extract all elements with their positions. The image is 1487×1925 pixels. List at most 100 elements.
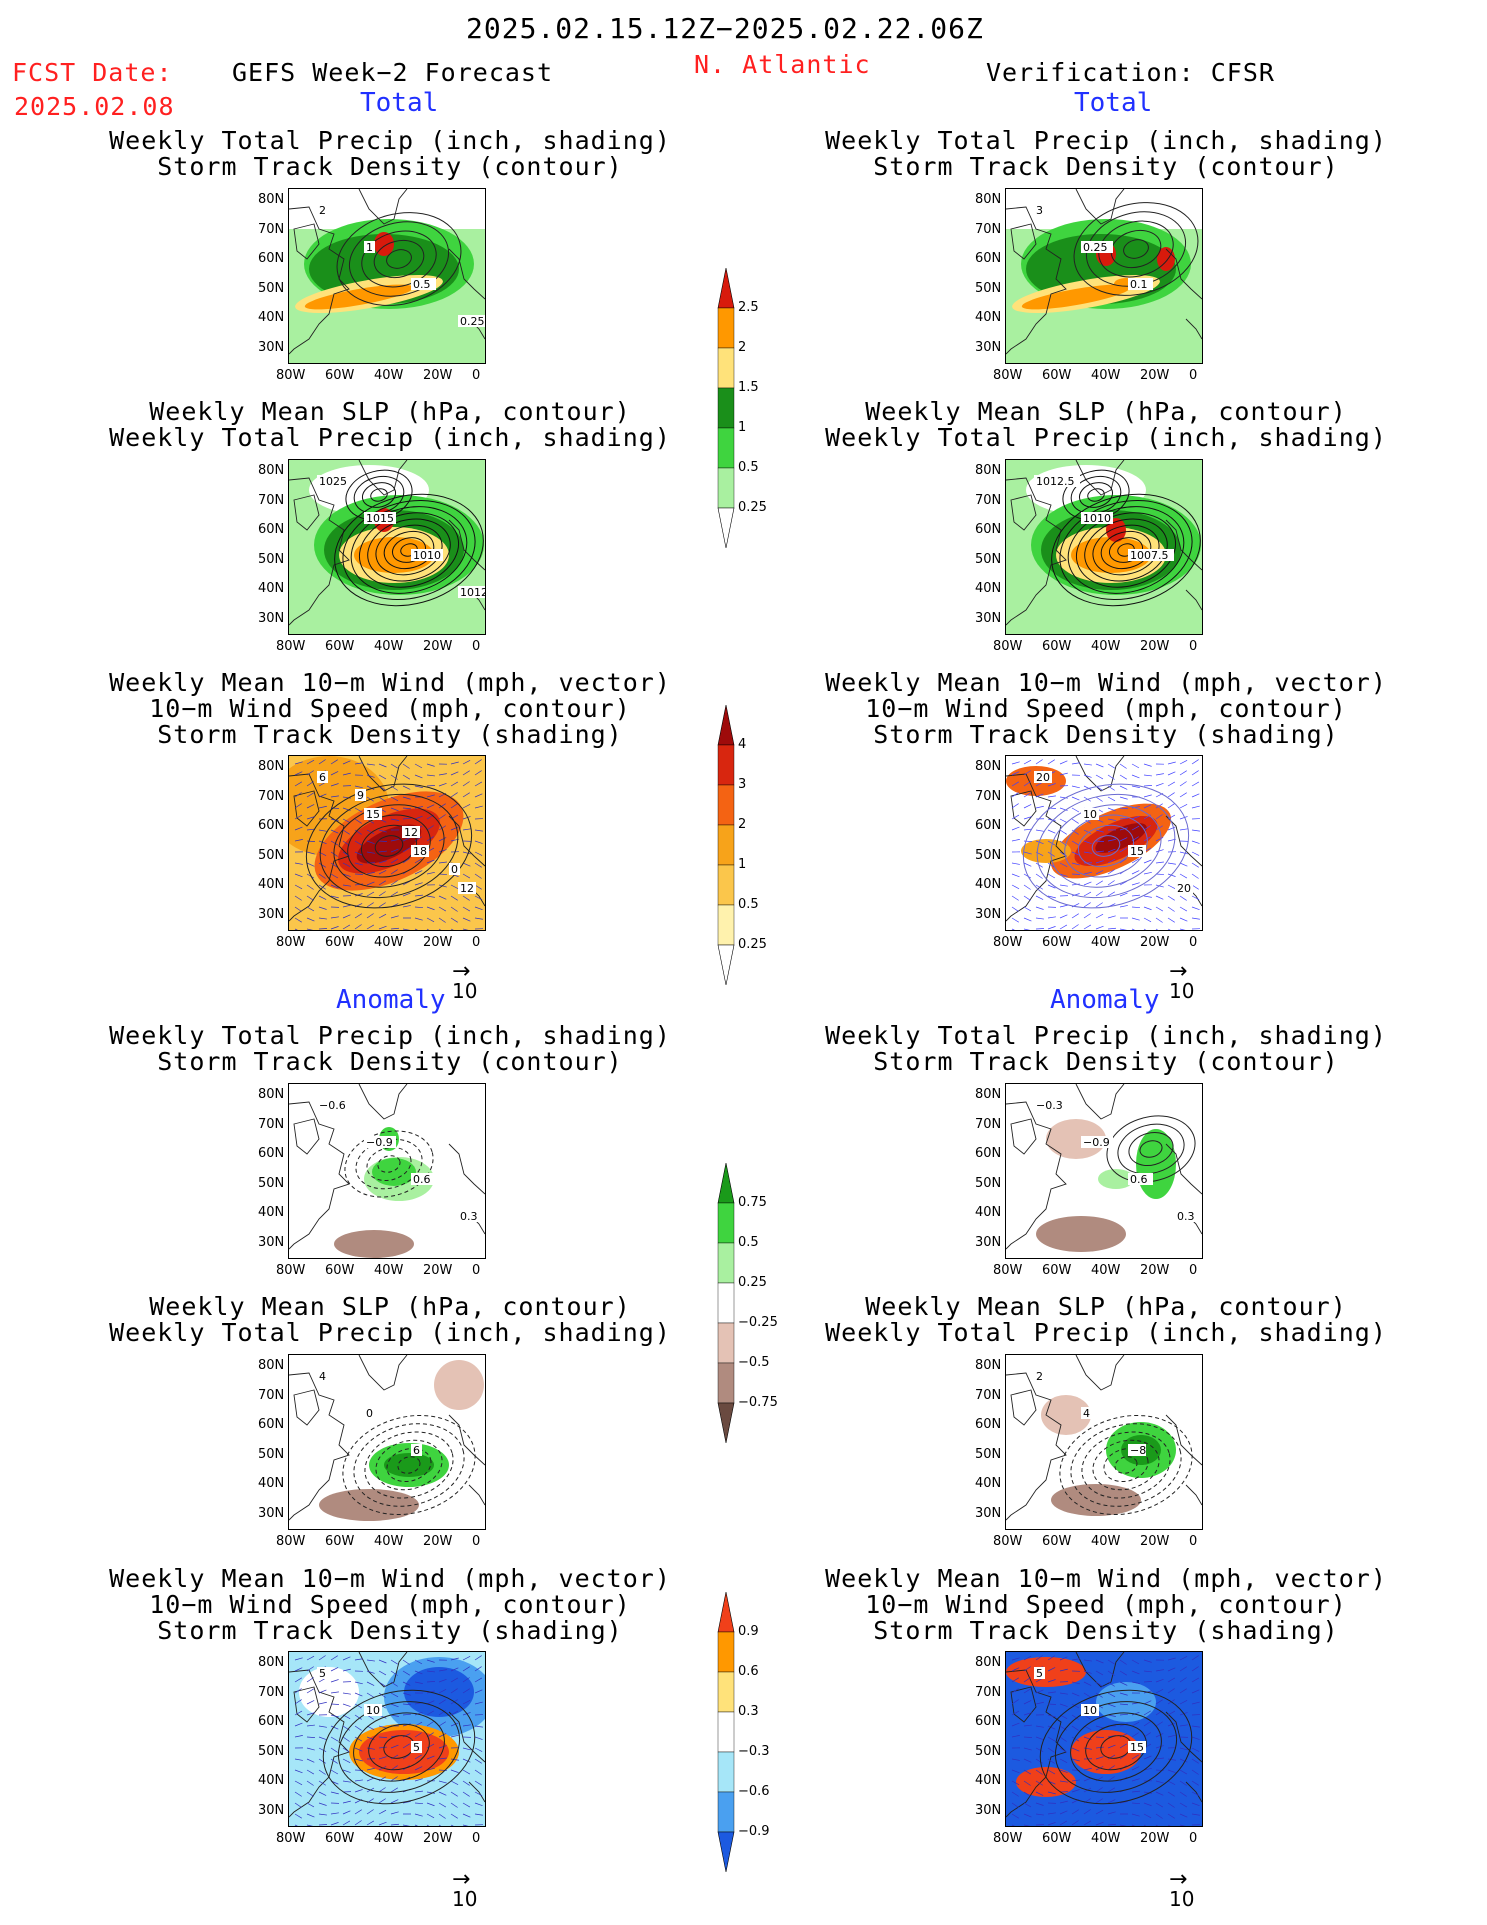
lat-tick-label: 70N	[258, 1684, 285, 1700]
contour-label: 1012.5	[1036, 475, 1075, 488]
lon-tick-label: 80W	[276, 935, 306, 950]
vector-arrow-icon: →	[1169, 1867, 1188, 1892]
lon-tick-label: 60W	[1042, 1831, 1072, 1846]
section-total-left: Total	[360, 88, 439, 118]
lon-tick-label: 40W	[374, 639, 404, 654]
lon-tick-label: 40W	[1091, 1831, 1121, 1846]
panel-title: Weekly Total Precip (inch, shading) Storm…	[70, 1023, 710, 1075]
fcst-date-value: 2025.02.08	[14, 92, 175, 121]
contour-label: 1025	[319, 475, 347, 488]
contour-label: 4	[1083, 1407, 1090, 1420]
anom-neg	[1051, 1484, 1141, 1516]
panel-title-line: Weekly Total Precip (inch, shading)	[109, 423, 671, 452]
lon-tick-label: 20W	[1140, 368, 1170, 383]
contour-label: 9	[357, 789, 364, 802]
map-panel: 20 10 15 20	[1005, 755, 1203, 931]
panel-title-line: 10−m Wind Speed (mph, contour)	[149, 1590, 631, 1619]
slp-contours-high	[1062, 469, 1130, 521]
lon-tick-label: 60W	[1042, 1263, 1072, 1278]
contour-label: 5	[413, 1741, 420, 1754]
coastline	[1006, 189, 1202, 355]
contour-label: 0	[366, 1407, 373, 1420]
panel-title: Weekly Total Precip (inch, shading) Storm…	[786, 128, 1426, 180]
panel-title-line: 10−m Wind Speed (mph, contour)	[865, 694, 1347, 723]
contour-label: −8	[1130, 1444, 1146, 1457]
lat-tick-label: 70N	[975, 1387, 1002, 1403]
panel-title-line: 10−m Wind Speed (mph, contour)	[149, 694, 631, 723]
lon-tick-label: 20W	[423, 1534, 453, 1549]
wind-speed-anom-contours	[322, 1689, 476, 1805]
lon-tick-label: 60W	[1042, 368, 1072, 383]
lat-tick-label: 50N	[258, 280, 285, 296]
panel-title-line: Storm Track Density (contour)	[157, 152, 623, 181]
panel-title-line: Weekly Mean SLP (hPa, contour)	[149, 397, 631, 426]
lat-tick-label: 50N	[975, 551, 1002, 567]
colorbar-label: 0.3	[738, 1704, 759, 1719]
contour-label: −0.3	[1036, 1099, 1063, 1112]
lat-tick-label: 30N	[258, 610, 285, 626]
map-plot: 1025 1015 1010 1012.5	[289, 460, 485, 634]
wind-speed-contours	[305, 783, 473, 909]
lon-tick-label: 80W	[993, 1534, 1023, 1549]
lat-tick-label: 40N	[258, 1773, 285, 1788]
lon-tick-label: 80W	[276, 1263, 306, 1278]
lon-tick-label: 60W	[325, 1263, 355, 1278]
contour-label: 1007.5	[1130, 549, 1169, 562]
lat-tick-label: 80N	[258, 759, 285, 774]
lon-tick-label: 60W	[1042, 1534, 1072, 1549]
panel-title-line: 10−m Wind Speed (mph, contour)	[865, 1590, 1347, 1619]
lon-tick-label: 0	[1189, 1831, 1198, 1846]
lon-tick-label: 40W	[1091, 1534, 1121, 1549]
slp-contours	[334, 493, 484, 607]
lon-tick-label: 20W	[1140, 935, 1170, 950]
lat-tick-label: 40N	[258, 1476, 285, 1491]
lon-tick-label: 0	[1189, 1263, 1198, 1278]
lon-tick-label: 20W	[423, 1831, 453, 1846]
lon-tick-label: 0	[1189, 1534, 1198, 1549]
colorbar-label: 1	[738, 857, 747, 872]
lon-tick-label: 20W	[1140, 1534, 1170, 1549]
vector-reference-value: 10	[1169, 1887, 1195, 1911]
lat-tick-label: 70N	[975, 788, 1002, 804]
map-plot: −0.3 −0.9 0.6 0.3	[1006, 1084, 1202, 1258]
precip-shade-orange	[354, 537, 434, 573]
lon-tick-label: 80W	[993, 368, 1023, 383]
contour-label: 1010	[1083, 512, 1111, 525]
panel-title-line: Weekly Mean SLP (hPa, contour)	[865, 1292, 1347, 1321]
panel-title-line: Weekly Total Precip (inch, shading)	[109, 1318, 671, 1347]
anom-neg	[319, 1489, 419, 1521]
colorbar	[717, 1592, 735, 1873]
panel-title-line: Weekly Mean 10−m Wind (mph, vector)	[825, 1564, 1387, 1593]
lat-tick-label: 40N	[975, 581, 1002, 596]
contour-label: 12	[404, 826, 418, 839]
lon-tick-label: 80W	[276, 639, 306, 654]
map-panel: 6 15 18 12 9 12 0	[288, 755, 486, 931]
colorbar-label: 3	[738, 777, 747, 792]
lon-tick-label: 40W	[1091, 368, 1121, 383]
map-plot: 20 10 15 20	[1006, 756, 1202, 930]
track-anom-contours	[1106, 1115, 1196, 1183]
map-plot: 4 0 6	[289, 1355, 485, 1529]
anom-neg-light	[1041, 1395, 1091, 1435]
map-panel: 4 0 6	[288, 1354, 486, 1530]
lon-tick-label: 0	[1189, 639, 1198, 654]
lon-tick-label: 40W	[374, 1263, 404, 1278]
map-panel: 1025 1015 1010 1012.5	[288, 459, 486, 635]
lon-tick-label: 40W	[1091, 1263, 1121, 1278]
colorbar-label: 2	[738, 817, 747, 832]
lat-tick-label: 60N	[258, 522, 285, 537]
contour-label: 18	[413, 845, 427, 858]
lon-tick-label: 20W	[423, 935, 453, 950]
contour-label: 0.5	[413, 278, 431, 291]
anom-pos-light	[1098, 1169, 1134, 1189]
lat-tick-label: 30N	[975, 1505, 1002, 1521]
contour-label: 6	[413, 1444, 420, 1457]
lat-tick-label: 80N	[258, 463, 285, 478]
colorbar-label: 0.5	[738, 897, 759, 912]
coastline	[289, 756, 485, 922]
map-panel: 5 10 15	[1005, 1651, 1203, 1827]
colorbar	[717, 1163, 735, 1444]
lon-tick-label: 40W	[1091, 639, 1121, 654]
contour-label: −0.9	[1083, 1136, 1110, 1149]
contour-label: 15	[1130, 1741, 1144, 1754]
